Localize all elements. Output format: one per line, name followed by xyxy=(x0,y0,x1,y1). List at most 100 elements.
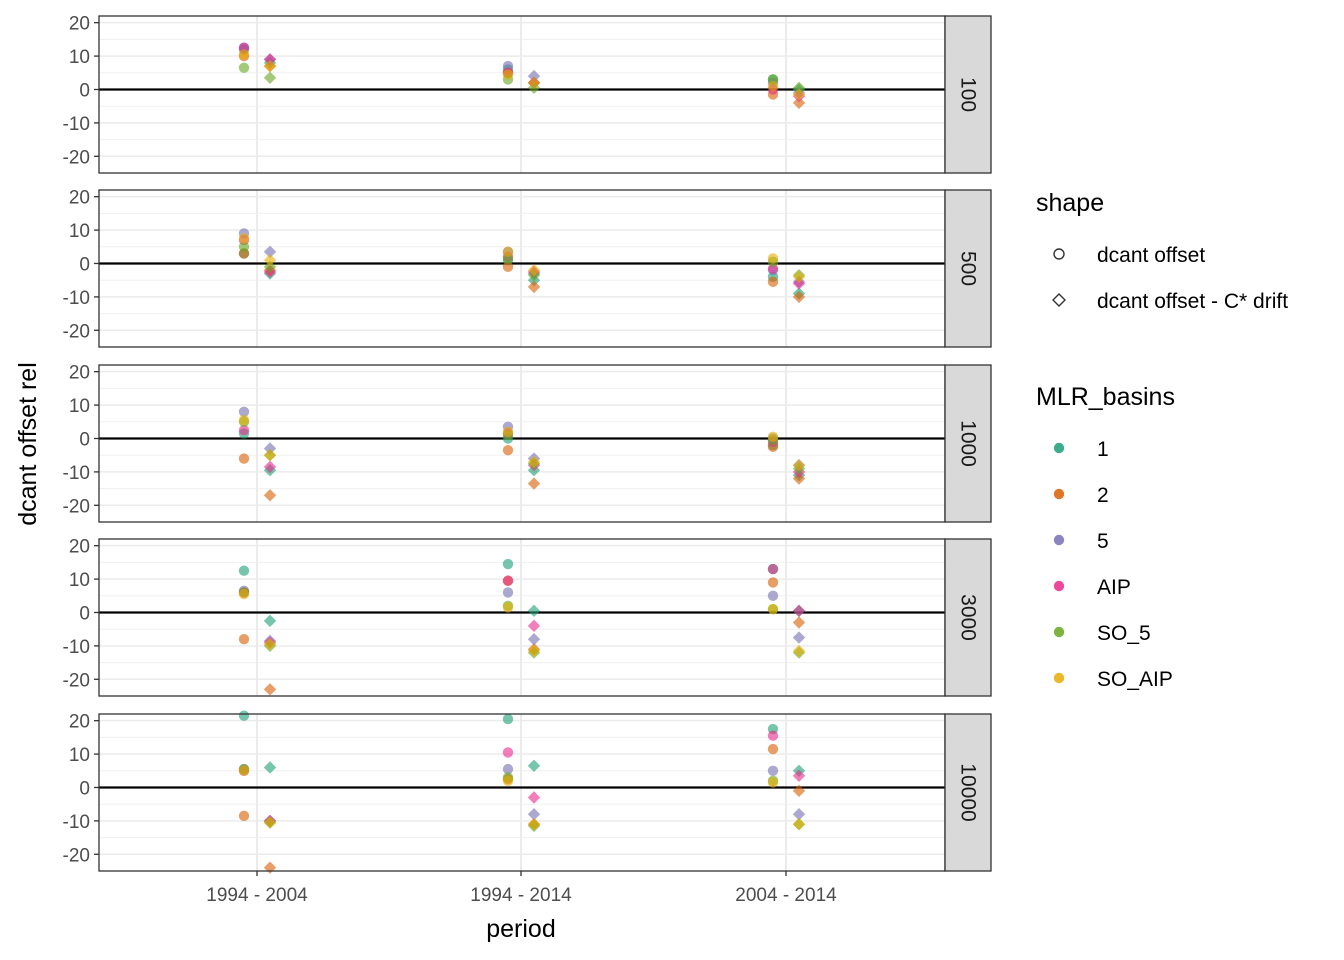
point-drift-AIP xyxy=(263,460,277,474)
legend: shape dcant offset dcant offset - C* drift… xyxy=(1036,189,1288,691)
point-drift-SO_AIP xyxy=(792,459,806,472)
point-offset-2 xyxy=(767,276,779,288)
panel-10000: -20 -10 0 10 20 10000 xyxy=(63,710,992,874)
y-tick-label: 20 xyxy=(69,712,90,733)
color-legend-label: 1 xyxy=(1097,438,1109,461)
point-offset-SO_AIP xyxy=(238,765,250,776)
point-drift-AIP xyxy=(792,277,806,290)
point-offset-SO_AIP xyxy=(238,588,250,600)
legend-key-color xyxy=(1053,672,1065,684)
point-offset-1 xyxy=(238,710,250,721)
color-legend-label: SO_AIP xyxy=(1097,668,1173,691)
point-drift-2 xyxy=(792,290,806,304)
panel-3000: -20 -10 0 10 20 3000 xyxy=(63,537,992,697)
point-drift-5 xyxy=(263,245,277,258)
y-tick-label: -20 xyxy=(63,496,90,517)
point-drift-2 xyxy=(792,616,806,629)
point-drift-SO_AIP xyxy=(792,88,806,101)
point-drift-5 xyxy=(263,442,277,455)
facet-strip-label: 500 xyxy=(957,251,980,286)
point-offset-5 xyxy=(238,406,250,417)
point-drift-5 xyxy=(527,808,541,821)
point-offset-1 xyxy=(238,565,250,576)
point-drift-AIP xyxy=(527,791,541,804)
y-tick-label: -10 xyxy=(63,812,90,833)
facet-strip xyxy=(944,189,992,348)
point-offset-2 xyxy=(767,577,779,588)
point-offset-AIP xyxy=(238,424,250,436)
point-offset-SO_AIP xyxy=(767,777,779,788)
point-drift-2 xyxy=(792,784,806,798)
point-drift-SO_AIP xyxy=(527,455,541,469)
facet-strip xyxy=(944,364,992,523)
point-offset-SO_AIP xyxy=(502,426,514,438)
y-tick-label: 0 xyxy=(79,80,90,101)
point-drift-SO_AIP xyxy=(263,59,277,73)
point-offset-1 xyxy=(502,713,514,725)
point-offset-SO_AIP xyxy=(238,49,250,60)
point-drift-1 xyxy=(263,761,277,774)
point-offset-SO_AIP xyxy=(238,233,250,244)
point-drift-2 xyxy=(527,280,541,294)
point-offset-SO_AIP xyxy=(767,603,779,615)
color-legend-title: MLR_basins xyxy=(1036,383,1175,411)
legend-key-color xyxy=(1053,442,1065,454)
facet-strip-label: 100 xyxy=(957,77,980,112)
point-drift-AIP xyxy=(792,604,806,618)
y-tick-label: 20 xyxy=(69,537,90,558)
y-tick-label: -10 xyxy=(63,463,90,484)
facet-strip xyxy=(944,538,992,697)
shape-legend-title: shape xyxy=(1036,189,1104,217)
point-drift-AIP xyxy=(527,619,541,633)
y-axis-title: dcant offset rel xyxy=(14,362,42,526)
y-tick-label: 0 xyxy=(79,603,90,624)
y-tick-label: -10 xyxy=(63,637,90,658)
point-offset-2 xyxy=(238,810,250,822)
point-offset-SO_5 xyxy=(238,241,250,252)
y-tick-label: 20 xyxy=(69,188,90,209)
shape-legend-label: dcant offset - C* drift xyxy=(1097,290,1288,313)
point-drift-2 xyxy=(263,861,277,874)
color-legend-label: AIP xyxy=(1097,576,1131,599)
y-tick-label: -20 xyxy=(63,147,90,168)
legend-key-diamond xyxy=(1052,293,1066,307)
facet-strip-label: 1000 xyxy=(957,420,980,467)
y-tick-label: 20 xyxy=(69,14,90,35)
point-drift-1 xyxy=(263,614,277,628)
point-drift-2 xyxy=(263,489,277,502)
point-drift-SO_AIP xyxy=(263,638,277,651)
y-tick-label: -20 xyxy=(63,845,90,866)
point-drift-SO_AIP xyxy=(263,816,277,829)
point-offset-SO_AIP xyxy=(767,80,779,92)
point-offset-SO_AIP xyxy=(502,602,514,613)
point-offset-2 xyxy=(502,444,514,456)
legend-key-circle xyxy=(1053,248,1065,260)
panel-1000: -20 -10 0 10 20 1000 xyxy=(63,363,992,523)
point-drift-2 xyxy=(263,683,277,696)
color-legend-label: 5 xyxy=(1097,530,1109,553)
point-drift-5 xyxy=(527,633,541,646)
point-drift-SO_AIP xyxy=(527,76,541,90)
point-drift-AIP xyxy=(792,769,806,782)
y-tick-label: 10 xyxy=(69,745,90,766)
point-offset-2 xyxy=(238,634,250,645)
point-drift-AIP xyxy=(263,53,277,66)
point-offset-SO_AIP xyxy=(767,431,779,443)
point-drift-SO_AIP xyxy=(792,644,806,658)
point-offset-5 xyxy=(767,590,779,601)
point-drift-5 xyxy=(527,69,541,83)
point-offset-AIP xyxy=(502,747,514,758)
legend-key-color xyxy=(1053,626,1065,638)
color-legend-label: SO_5 xyxy=(1097,622,1151,645)
legend-key-color xyxy=(1053,488,1065,500)
facet-strip-label: 3000 xyxy=(957,594,980,641)
point-offset-SO_AIP xyxy=(502,775,514,787)
point-offset-2 xyxy=(767,743,779,755)
y-tick-label: 0 xyxy=(79,254,90,275)
y-tick-label: 20 xyxy=(69,363,90,384)
point-drift-SO_5 xyxy=(792,81,806,95)
point-drift-1 xyxy=(527,759,541,772)
y-tick-label: 10 xyxy=(69,47,90,68)
point-drift-SO_AIP xyxy=(792,818,806,831)
